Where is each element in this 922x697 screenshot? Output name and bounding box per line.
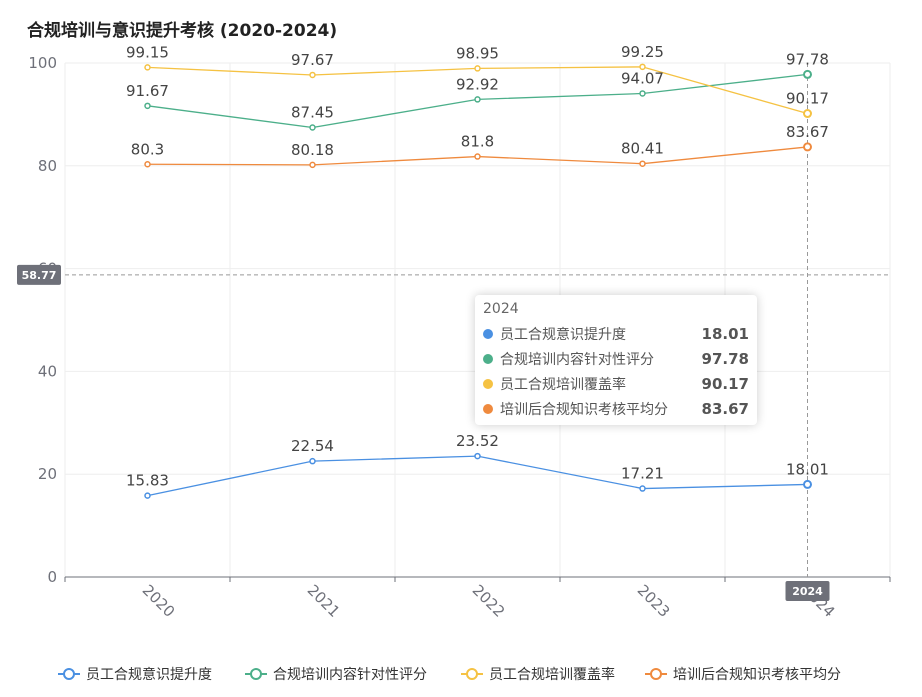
tooltip-dot-icon: [483, 403, 493, 414]
data-label: 91.67: [126, 82, 169, 100]
data-point: [144, 64, 151, 71]
legend-label: 合规培训内容针对性评分: [273, 666, 427, 683]
y-tick-label: 40: [38, 362, 57, 380]
data-point: [474, 65, 481, 72]
y-tick-label: 100: [28, 54, 57, 72]
tooltip-dot-icon: [483, 378, 493, 389]
data-point: [639, 90, 646, 97]
data-point: [144, 492, 151, 499]
legend[interactable]: 员工合规意识提升度 合规培训内容针对性评分 员工合规培训覆盖率 培训后合规知识考核平均…: [58, 666, 841, 683]
data-point: [639, 160, 646, 167]
legend-marker-icon: [466, 668, 478, 680]
data-label: 94.07: [621, 69, 664, 87]
data-label: 17.21: [621, 465, 664, 483]
legend-item[interactable]: 培训后合规知识考核平均分: [645, 666, 841, 683]
tooltip-series-value: 97.78: [701, 349, 749, 368]
data-label: 23.52: [456, 432, 499, 450]
data-point: [144, 102, 151, 110]
tooltip-series-name: 员工合规意识提升度: [500, 326, 626, 343]
data-point: [309, 71, 316, 79]
data-label: 99.25: [621, 43, 664, 61]
data-label: 81.8: [461, 133, 494, 151]
axis-pointer-y-badge: [17, 264, 61, 285]
data-label: 18.01: [786, 460, 829, 478]
tooltip: 2024 员工合规意识提升度 18.01 合规培训内容针对性评分 97.78 员…: [475, 295, 757, 425]
data-label: 80.41: [621, 140, 664, 158]
data-label: 80.18: [291, 141, 334, 159]
x-tick-label: 2021: [304, 581, 344, 621]
tooltip-row: 员工合规意识提升度 18.01: [483, 321, 749, 346]
tooltip-series-value: 90.17: [701, 374, 749, 393]
data-point: [474, 96, 481, 103]
data-label: 99.15: [126, 43, 169, 61]
data-label: 15.83: [126, 472, 169, 490]
data-point: [309, 124, 316, 131]
legend-marker-icon: [250, 668, 262, 680]
x-tick-label: 2020: [139, 581, 179, 621]
y-tick-label: 0: [47, 568, 57, 586]
data-labels: 15.83 22.54 23.52 17.21 18.01 91.67 87.45 92.92…: [126, 43, 829, 490]
chart-title: 合规培训与意识提升考核 (2020-2024): [27, 20, 337, 41]
legend-marker-icon: [63, 668, 75, 680]
axes: 02040608010020202021202220232024: [28, 54, 891, 621]
axis-pointer-y-label: 58.77: [22, 269, 57, 282]
y-tick-label: 20: [38, 465, 57, 483]
legend-label: 员工合规意识提升度: [86, 666, 212, 683]
tooltip-series-value: 83.67: [701, 399, 749, 418]
data-label: 83.67: [786, 123, 829, 141]
data-label: 90.17: [786, 90, 829, 108]
x-tick-label: 2022: [469, 581, 509, 621]
legend-item[interactable]: 员工合规培训覆盖率: [461, 666, 615, 683]
tooltip-series-name: 员工合规培训覆盖率: [500, 376, 626, 393]
data-point: [803, 69, 812, 79]
data-label: 80.3: [131, 140, 164, 158]
tooltip-dot-icon: [483, 328, 493, 339]
x-tick-label: 2023: [634, 581, 674, 621]
tooltip-series-name: 培训后合规知识考核平均分: [500, 401, 668, 418]
tooltip-series-value: 18.01: [701, 324, 749, 343]
data-point: [309, 457, 316, 465]
y-tick-label: 80: [38, 157, 57, 175]
data-label: 97.67: [291, 51, 334, 69]
axis-pointer-x-label: 2024: [792, 585, 823, 598]
tooltip-row: 员工合规培训覆盖率 90.17: [483, 371, 749, 396]
legend-item[interactable]: 员工合规意识提升度: [58, 666, 212, 683]
series-line: [147, 455, 808, 497]
data-label: 92.92: [456, 75, 499, 93]
tooltip-row: 合规培训内容针对性评分 97.78: [483, 346, 749, 371]
legend-label: 培训后合规知识考核平均分: [673, 666, 841, 683]
data-point: [803, 479, 812, 489]
axis-pointer-x-badge: [785, 581, 830, 601]
data-point: [639, 485, 646, 492]
data-label: 87.45: [291, 104, 334, 122]
tooltip-series-name: 合规培训内容针对性评分: [500, 351, 654, 368]
data-label: 98.95: [456, 44, 499, 62]
series: [144, 63, 812, 499]
tooltip-dot-icon: [483, 353, 493, 364]
data-point: [309, 161, 316, 169]
legend-label: 员工合规培训覆盖率: [489, 666, 615, 683]
tooltip-row: 培训后合规知识考核平均分 83.67: [483, 396, 749, 421]
tooltip-header: 2024: [483, 301, 519, 317]
data-point: [639, 63, 646, 71]
data-point: [803, 142, 812, 152]
data-label: 97.78: [786, 50, 829, 68]
grid: [64, 62, 891, 577]
legend-marker-icon: [650, 668, 662, 680]
data-point: [803, 109, 812, 119]
data-point: [144, 161, 151, 168]
legend-item[interactable]: 合规培训内容针对性评分: [245, 666, 427, 683]
data-label: 22.54: [291, 437, 334, 455]
data-point: [474, 452, 481, 460]
data-point: [474, 153, 481, 160]
